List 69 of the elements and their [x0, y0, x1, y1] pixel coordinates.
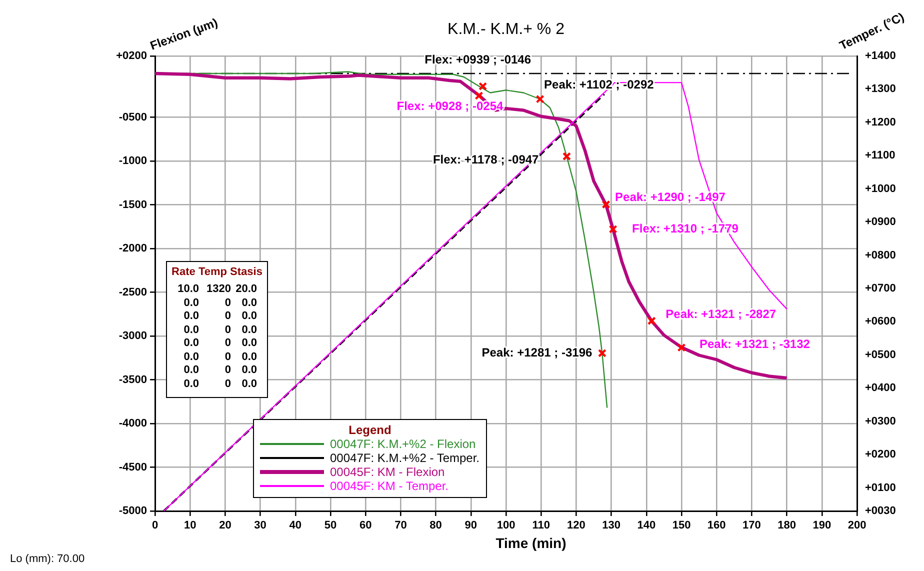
y2-tick-label: +0600	[865, 316, 896, 328]
x-tick-label: 200	[848, 520, 866, 532]
annotation: 10.0 1320 20.0	[177, 283, 257, 296]
x-tick-label: 100	[496, 520, 516, 532]
y2-tick-label: +0400	[865, 382, 896, 394]
annotation: Rate Temp Stasis	[170, 266, 264, 278]
x-tick-label: 50	[324, 520, 337, 532]
y2-tick-label: +0800	[865, 249, 896, 262]
x-tick-label: 30	[254, 520, 266, 532]
point	[536, 94, 544, 104]
point	[562, 152, 572, 161]
settings-table: Rate Temp Stasis 10.0 1320 20.0 0.0 0 0.0 0.0 0 0.0 0.0 0 0.0 0.0 0 0.0 0.0 0 0.0 0.0 0 0.0 0.0 0 0.0	[166, 261, 268, 398]
y2-tick-label: +1300	[865, 83, 896, 96]
x-axis-title: Time (min)	[496, 535, 566, 551]
y-tick-label: -2000	[118, 242, 147, 255]
point	[474, 91, 484, 100]
point	[677, 343, 686, 352]
y2-tick-label: +0200	[865, 448, 896, 461]
chart-title: K.M.- K.M.+ % 2	[448, 21, 565, 38]
y-axis-title: Flexion (µm)	[148, 15, 220, 53]
y-tick-label: -4500	[118, 461, 147, 474]
y-tick-label: -3000	[118, 330, 147, 342]
y2-tick-label: +0100	[865, 482, 896, 494]
y-tick-label: -3500	[118, 374, 147, 386]
point	[602, 200, 610, 209]
y2-tick-label: +0030	[865, 505, 896, 518]
text: Lo (mm): 70.00	[10, 553, 85, 565]
x-tick-label: 140	[637, 520, 656, 532]
y2-tick-label: +1100	[865, 150, 896, 162]
y-tick-label: +0200	[116, 50, 147, 62]
y-tick-label: -0500	[118, 111, 147, 124]
y2-tick-label: +0300	[865, 415, 896, 428]
x-tick-label: 110	[532, 520, 550, 532]
x-tick-label: 60	[359, 520, 372, 532]
x-tick-label: 80	[430, 520, 442, 532]
y-tick-label: -1500	[118, 198, 147, 211]
annotation: Flex: +0939 ; -0146	[424, 52, 532, 67]
y2-tick-label: +1000	[865, 182, 896, 195]
point	[608, 224, 618, 234]
x-tick-label: 150	[672, 520, 691, 532]
x-tick-label: 160	[707, 520, 726, 532]
point	[598, 348, 606, 358]
x-tick-label: 170	[742, 520, 761, 532]
y2-tick-label: +0900	[865, 216, 896, 228]
y-tick-label: -2500	[118, 286, 147, 298]
x-tick-label: 10	[184, 520, 196, 532]
legend-box: Legend 00047F: K.M.+%2 - Flexion 00047F: K.M.+%2 - Temper. 00045F: KM - Flexion 00045F: KM - Temper.	[253, 419, 487, 498]
x-tick-label: 90	[464, 520, 478, 532]
annotation: Peak: +1281 ; -3196	[482, 345, 592, 360]
annotation: Peak: +1321 ; -2827	[666, 307, 776, 322]
point	[647, 316, 656, 326]
y-tick-label: -4000	[118, 418, 147, 430]
x-tick-label: 190	[812, 520, 832, 532]
x-tick-label: 0	[152, 520, 158, 532]
y-tick-label: -1000	[118, 155, 147, 168]
x-tick-label: 180	[778, 520, 796, 532]
y2-tick-label: +1400	[865, 50, 896, 62]
x-tick-label: 20	[219, 520, 232, 532]
x-tick-label: 70	[394, 520, 407, 532]
x-tick-label: 130	[602, 520, 620, 532]
x-tick-label: 120	[567, 520, 586, 532]
legend-title: Legend	[348, 423, 392, 437]
y2-tick-label: +1200	[865, 116, 896, 128]
y2-tick-label: +0500	[865, 348, 896, 361]
point	[478, 82, 488, 91]
annotation: Peak: +1321 ; -3132	[700, 336, 810, 351]
y2-tick-label: +0700	[865, 282, 896, 295]
x-tick-label: 40	[289, 520, 302, 532]
y-tick-label: -5000	[118, 505, 147, 518]
